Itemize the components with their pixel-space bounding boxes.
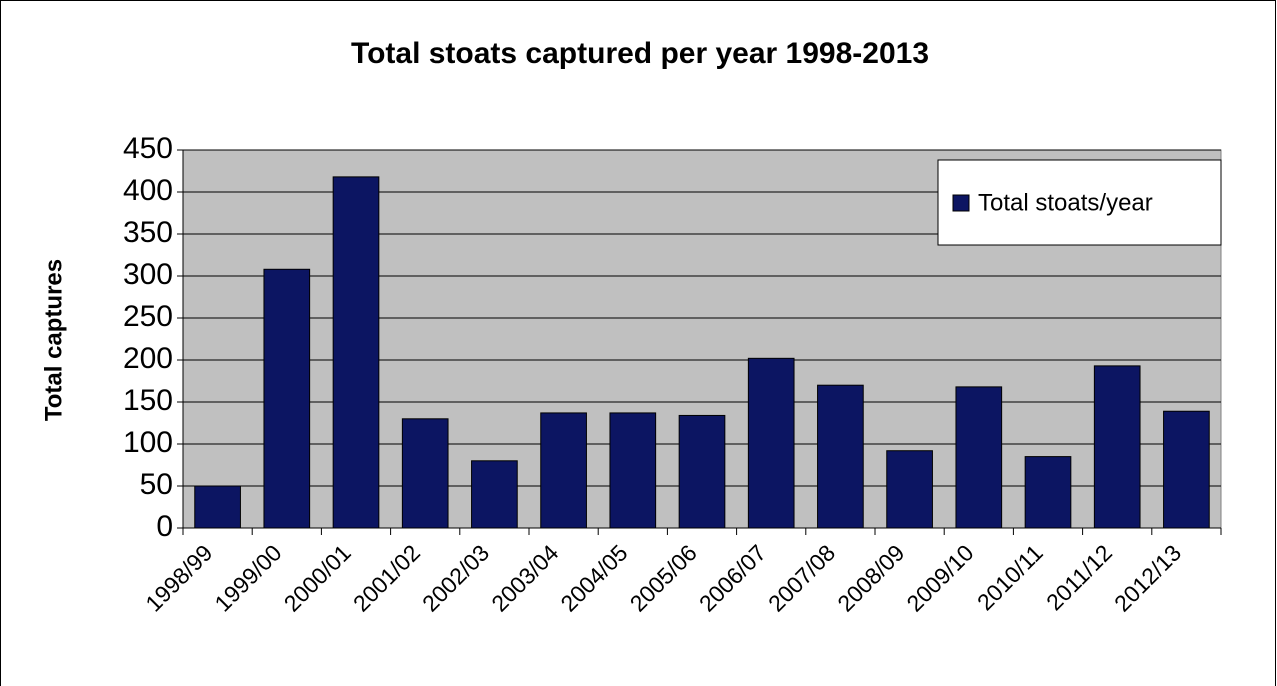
bar (747, 357, 795, 529)
y-axis-label: Total captures (40, 259, 67, 421)
y-tick-label: 0 (156, 510, 173, 543)
chart-title: Total stoats captured per year 1998-2013 (351, 37, 929, 70)
y-tick-label: 450 (123, 132, 173, 165)
y-tick-label: 400 (123, 174, 173, 207)
legend-swatch (952, 194, 970, 212)
bar (886, 450, 933, 529)
bar (1093, 365, 1141, 529)
bar (678, 414, 726, 529)
bar (1024, 456, 1072, 529)
legend-box (937, 159, 1222, 246)
bar (471, 460, 518, 529)
y-tick-label: 300 (123, 258, 173, 291)
y-tick-label: 250 (123, 300, 173, 333)
y-tick-label: 350 (123, 216, 173, 249)
bar (194, 485, 241, 529)
bar (540, 412, 587, 529)
y-tick-label: 150 (123, 384, 173, 417)
y-tick-label: 50 (140, 468, 173, 501)
y-tick-label: 100 (123, 426, 173, 459)
bar (1163, 410, 1210, 529)
bar (401, 418, 449, 529)
bar (955, 386, 1003, 529)
y-tick-label: 200 (123, 342, 173, 375)
bar (263, 268, 311, 529)
legend-label: Total stoats/year (978, 189, 1153, 216)
bar (332, 176, 380, 529)
bar (817, 384, 864, 529)
bar (609, 412, 657, 529)
